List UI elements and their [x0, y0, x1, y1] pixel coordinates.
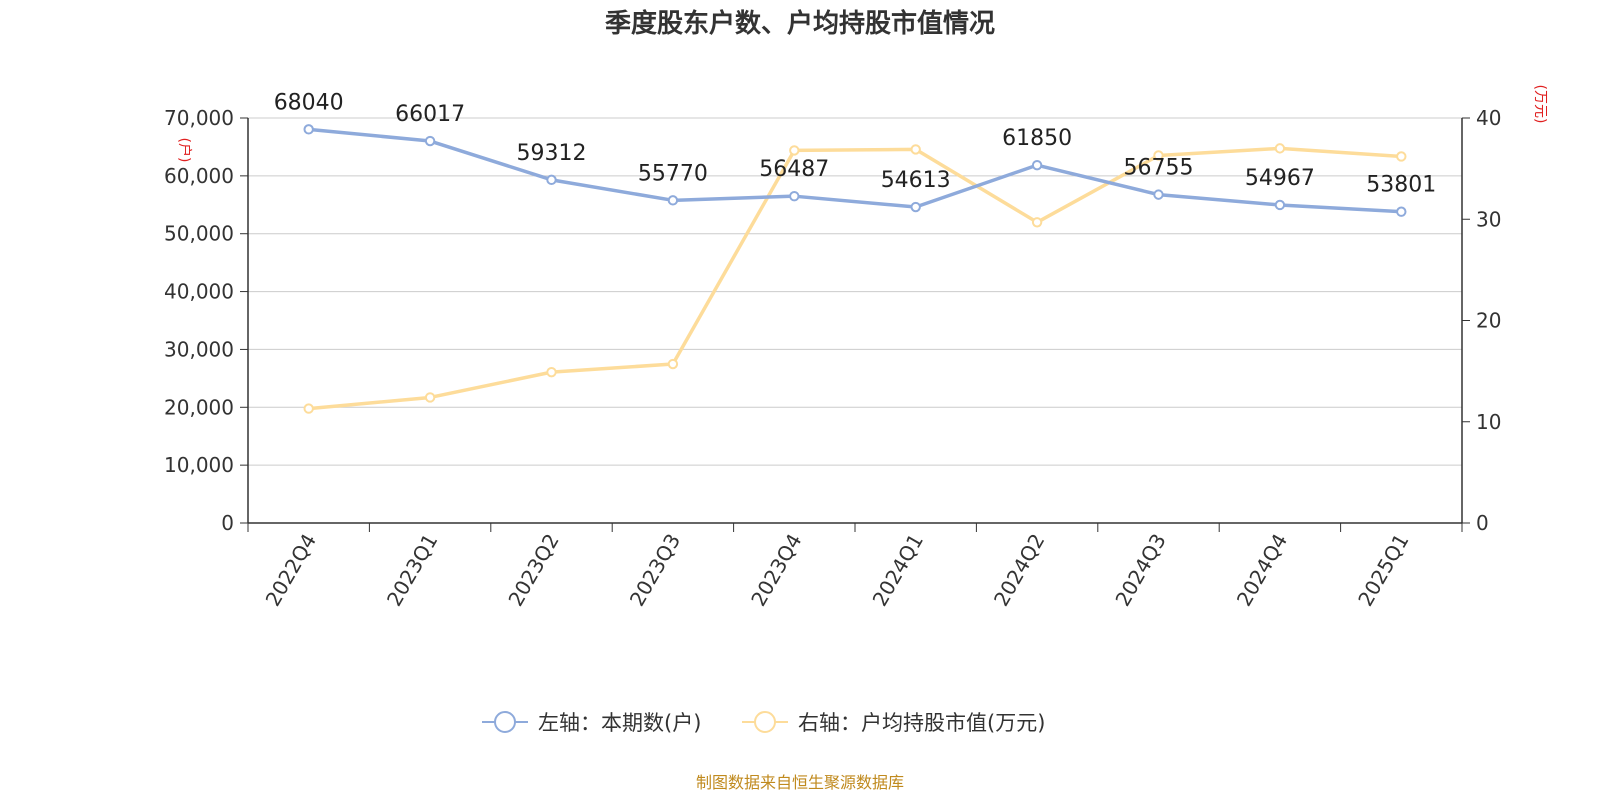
left-series-point[interactable] [1396, 206, 1407, 217]
left-series-point[interactable] [1031, 159, 1043, 171]
data-label: 56755 [1124, 156, 1194, 181]
x-tick-label: 2023Q2 [503, 530, 563, 611]
x-tick-label: 2024Q1 [868, 530, 928, 611]
right-tick-label: 30 [1476, 207, 1501, 231]
x-tick-label: 2022Q4 [261, 530, 321, 611]
left-series-point[interactable] [1153, 189, 1164, 200]
right-series-point[interactable] [1153, 150, 1164, 161]
right-tick-label: 10 [1476, 410, 1501, 434]
gridlines [248, 117, 1462, 466]
x-axis-ticks: 2022Q4 2023Q1 2023Q2 2023Q3 2023Q4 2024Q1 2024… [247, 523, 1463, 611]
data-label: 54613 [881, 168, 951, 193]
x-tick-label: 2023Q4 [746, 530, 806, 611]
x-tick-label: 2024Q3 [1110, 530, 1170, 611]
left-tick-label: 0 [221, 511, 234, 535]
left-tick-label: 50,000 [164, 222, 234, 246]
left-series-point[interactable] [910, 201, 921, 213]
left-tick-label: 40,000 [164, 280, 234, 304]
right-series-point[interactable] [789, 145, 800, 156]
legend-swatch-marker [494, 711, 516, 733]
left-series-point[interactable] [424, 135, 436, 147]
left-series-point[interactable] [1274, 199, 1286, 211]
left-tick-label: 20,000 [164, 395, 234, 419]
right-series-line [308, 146, 1402, 411]
left-series-line [308, 127, 1402, 214]
left-axis-unit: (户) [176, 138, 193, 163]
chart-title: 季度股东户数、户均持股市值情况 [605, 8, 995, 39]
left-tick-label: 60,000 [164, 164, 234, 188]
right-axis-unit: (万元) [1532, 85, 1548, 124]
legend-label: 右轴：户均持股市值(万元) [798, 711, 1045, 735]
left-series-point[interactable] [667, 195, 679, 206]
legend-swatch-marker [754, 711, 776, 733]
legend-label: 左轴：本期数(户) [538, 711, 701, 735]
right-series-point[interactable] [910, 144, 921, 155]
data-label: 56487 [759, 157, 829, 182]
left-tick-label: 10,000 [164, 453, 234, 477]
data-label: 55770 [638, 161, 708, 186]
right-series-point[interactable] [303, 403, 314, 414]
x-tick-label: 2023Q3 [625, 530, 685, 611]
x-tick-label: 2025Q1 [1353, 530, 1413, 611]
right-tick-label: 0 [1476, 511, 1489, 535]
right-series-point[interactable] [1274, 143, 1286, 154]
x-tick-label: 2024Q4 [1232, 530, 1292, 611]
left-axis-ticks: 0 10,000 20,000 30,000 40,000 50,000 60,000 70,… [164, 106, 248, 535]
x-tick-label: 2023Q1 [382, 530, 442, 611]
left-tick-label: 30,000 [164, 337, 234, 361]
right-series-point[interactable] [1396, 151, 1407, 162]
right-series-point[interactable] [1031, 217, 1043, 228]
right-tick-label: 40 [1476, 106, 1501, 130]
legend[interactable]: 左轴：本期数(户) 右轴：户均持股市值(万元) [482, 711, 1045, 735]
left-tick-label: 70,000 [164, 106, 234, 130]
data-label: 53801 [1366, 173, 1436, 198]
data-label: 59312 [517, 141, 587, 166]
x-tick-label: 2024Q2 [989, 530, 1049, 611]
left-series-point[interactable] [546, 174, 557, 186]
legend-item[interactable]: 左轴：本期数(户) [482, 711, 701, 735]
data-source-note: 制图数据来自恒生聚源数据库 [696, 773, 904, 792]
series-layer [303, 124, 1407, 414]
data-label: 54967 [1245, 166, 1315, 191]
data-label: 61850 [1002, 126, 1072, 151]
legend-item[interactable]: 右轴：户均持股市值(万元) [742, 711, 1045, 735]
right-series-point[interactable] [424, 392, 436, 403]
right-series-point[interactable] [546, 366, 557, 378]
right-series-point[interactable] [667, 358, 679, 370]
left-series-point[interactable] [789, 190, 800, 202]
data-label: 68040 [274, 90, 344, 115]
right-tick-label: 20 [1476, 309, 1501, 333]
right-axis-ticks: 0 10 20 30 40 [1462, 106, 1501, 535]
data-labels: 68040 66017 59312 55770 56487 54613 61850 56755… [274, 90, 1437, 197]
data-label: 66017 [395, 102, 465, 127]
left-series-point[interactable] [303, 124, 314, 135]
